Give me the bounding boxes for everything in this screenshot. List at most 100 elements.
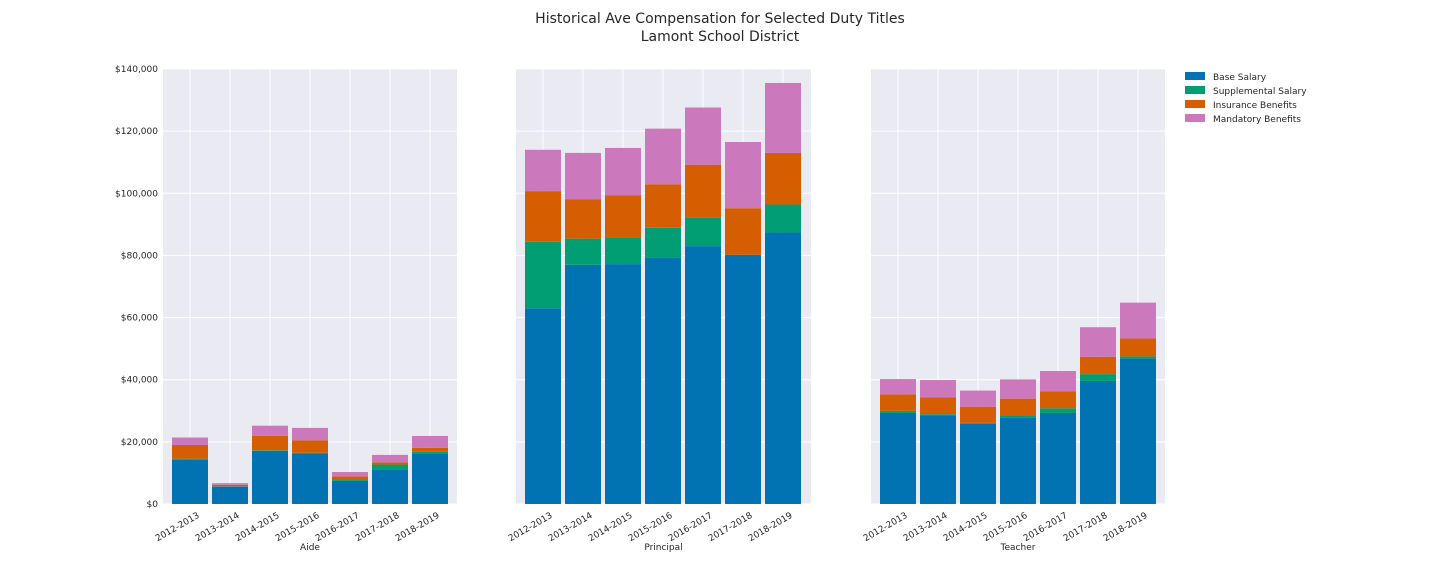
bar-mandatory-benefits-2016-2017: [1040, 371, 1076, 392]
y-tick-label: $40,000: [121, 376, 158, 386]
x-tick-label: 2012-2013: [862, 511, 909, 544]
bar-insurance-benefits-2018-2019: [1120, 338, 1156, 357]
y-tick-label: $60,000: [121, 314, 158, 324]
bar-supplemental-salary-2016-2017: [685, 217, 721, 247]
bar-supplemental-salary-2017-2018: [1080, 374, 1116, 381]
bar-insurance-benefits-2015-2016: [645, 184, 681, 228]
bar-supplemental-salary-2014-2015: [605, 237, 641, 265]
y-tick-label: $0: [147, 500, 159, 510]
bar-base-salary-2012-2013: [172, 459, 208, 504]
bar-mandatory-benefits-2013-2014: [920, 380, 956, 398]
legend: Base Salary Supplemental Salary Insurance …: [1185, 72, 1307, 125]
bar-mandatory-benefits-2016-2017: [685, 107, 721, 165]
bar-mandatory-benefits-2014-2015: [252, 425, 288, 436]
chart-subtitle: Lamont School District: [641, 29, 800, 45]
bar-mandatory-benefits-2015-2016: [645, 128, 681, 185]
bar-insurance-benefits-2016-2017: [332, 476, 368, 481]
bar-supplemental-salary-2018-2019: [765, 204, 801, 233]
bar-insurance-benefits-2016-2017: [685, 164, 721, 218]
bar-mandatory-benefits-2012-2013: [525, 149, 561, 192]
bar-insurance-benefits-2015-2016: [1000, 398, 1036, 416]
bar-base-salary-2017-2018: [1080, 380, 1116, 504]
bar-base-salary-2015-2016: [645, 257, 681, 504]
x-tick-label: 2015-2016: [274, 511, 322, 544]
legend-label: Supplemental Salary: [1213, 87, 1307, 97]
x-tick-label: 2013-2014: [194, 511, 242, 544]
bar-base-salary-2014-2015: [252, 450, 288, 504]
bar-insurance-benefits-2012-2013: [525, 191, 561, 242]
bar-supplemental-salary-2012-2013: [880, 410, 916, 413]
x-tick-label: 2014-2015: [587, 511, 634, 544]
bar-supplemental-salary-2012-2013: [525, 241, 561, 309]
bar-base-salary-2014-2015: [960, 423, 996, 504]
bar-base-salary-2013-2014: [212, 486, 248, 504]
bar-base-salary-2013-2014: [920, 415, 956, 504]
bar-insurance-benefits-2015-2016: [292, 440, 328, 453]
chart-title: Historical Ave Compensation for Selected…: [535, 11, 905, 27]
x-tick-label: 2013-2014: [547, 511, 595, 544]
bar-base-salary-2016-2017: [332, 481, 368, 504]
x-tick-label: 2015-2016: [982, 511, 1030, 544]
y-tick-label: $80,000: [121, 251, 158, 261]
x-tick-label: 2016-2017: [667, 511, 714, 544]
bar-mandatory-benefits-2015-2016: [292, 427, 328, 441]
legend-swatch-insurance-benefits: [1185, 100, 1205, 108]
chart-panel-teacher: 2012-20132013-20142014-20152015-20162016…: [862, 68, 1165, 553]
x-axis-label: Principal: [644, 543, 682, 553]
x-tick-label: 2017-2018: [1062, 511, 1110, 544]
x-tick-label: 2018-2019: [394, 511, 442, 544]
bar-mandatory-benefits-2014-2015: [960, 390, 996, 407]
bar-supplemental-salary-2015-2016: [1000, 415, 1036, 418]
bar-supplemental-salary-2018-2019: [412, 451, 448, 454]
y-tick-label: $20,000: [121, 438, 158, 448]
bar-supplemental-salary-2017-2018: [372, 464, 408, 470]
chart-panels: $0 $20,000 $40,000 $60,000 $80,000 $100,000 $1…: [115, 65, 1165, 553]
bar-mandatory-benefits-2017-2018: [372, 454, 408, 463]
bar-mandatory-benefits-2012-2013: [880, 379, 916, 395]
bar-insurance-benefits-2017-2018: [1080, 356, 1116, 375]
x-tick-label: 2014-2015: [942, 511, 989, 544]
bar-insurance-benefits-2014-2015: [252, 435, 288, 451]
x-tick-label: 2013-2014: [902, 511, 950, 544]
y-tick-label: $140,000: [115, 65, 158, 75]
bar-insurance-benefits-2018-2019: [765, 152, 801, 205]
bar-insurance-benefits-2013-2014: [920, 397, 956, 415]
bar-mandatory-benefits-2013-2014: [212, 483, 248, 485]
bar-base-salary-2016-2017: [685, 246, 721, 504]
x-tick-label: 2016-2017: [314, 511, 361, 544]
bar-insurance-benefits-2013-2014: [212, 484, 248, 487]
legend-label: Base Salary: [1213, 73, 1267, 83]
bar-supplemental-salary-2018-2019: [1120, 356, 1156, 359]
x-tick-label: 2017-2018: [707, 511, 755, 544]
bar-base-salary-2018-2019: [412, 453, 448, 504]
bar-mandatory-benefits-2018-2019: [765, 82, 801, 153]
legend-swatch-supplemental-salary: [1185, 86, 1205, 94]
legend-swatch-base-salary: [1185, 72, 1205, 80]
bar-base-salary-2017-2018: [725, 254, 761, 504]
bar-mandatory-benefits-2016-2017: [332, 471, 368, 477]
bar-base-salary-2018-2019: [1120, 358, 1156, 504]
bar-supplemental-salary-2012-2013: [172, 458, 208, 460]
chart-panel-aide: $0 $20,000 $40,000 $60,000 $80,000 $100,000 $1…: [115, 65, 457, 553]
bar-insurance-benefits-2012-2013: [880, 394, 916, 411]
bar-insurance-benefits-2018-2019: [412, 447, 448, 452]
bar-mandatory-benefits-2018-2019: [412, 435, 448, 448]
bar-base-salary-2013-2014: [565, 264, 601, 504]
bar-mandatory-benefits-2012-2013: [172, 437, 208, 445]
x-tick-label: 2017-2018: [354, 511, 402, 544]
bar-insurance-benefits-2014-2015: [960, 406, 996, 423]
legend-swatch-mandatory-benefits: [1185, 114, 1205, 122]
bar-supplemental-salary-2016-2017: [332, 480, 368, 482]
bar-base-salary-2016-2017: [1040, 412, 1076, 504]
bar-mandatory-benefits-2018-2019: [1120, 302, 1156, 339]
y-tick-label: $120,000: [115, 127, 158, 137]
bar-supplemental-salary-2016-2017: [1040, 408, 1076, 413]
bar-base-salary-2012-2013: [880, 412, 916, 504]
bar-insurance-benefits-2014-2015: [605, 195, 641, 238]
legend-label: Mandatory Benefits: [1213, 115, 1301, 125]
x-tick-label: 2014-2015: [234, 511, 281, 544]
bar-base-salary-2012-2013: [525, 308, 561, 504]
y-tick-label: $100,000: [115, 189, 158, 199]
bar-mandatory-benefits-2015-2016: [1000, 379, 1036, 399]
x-tick-label: 2016-2017: [1022, 511, 1069, 544]
